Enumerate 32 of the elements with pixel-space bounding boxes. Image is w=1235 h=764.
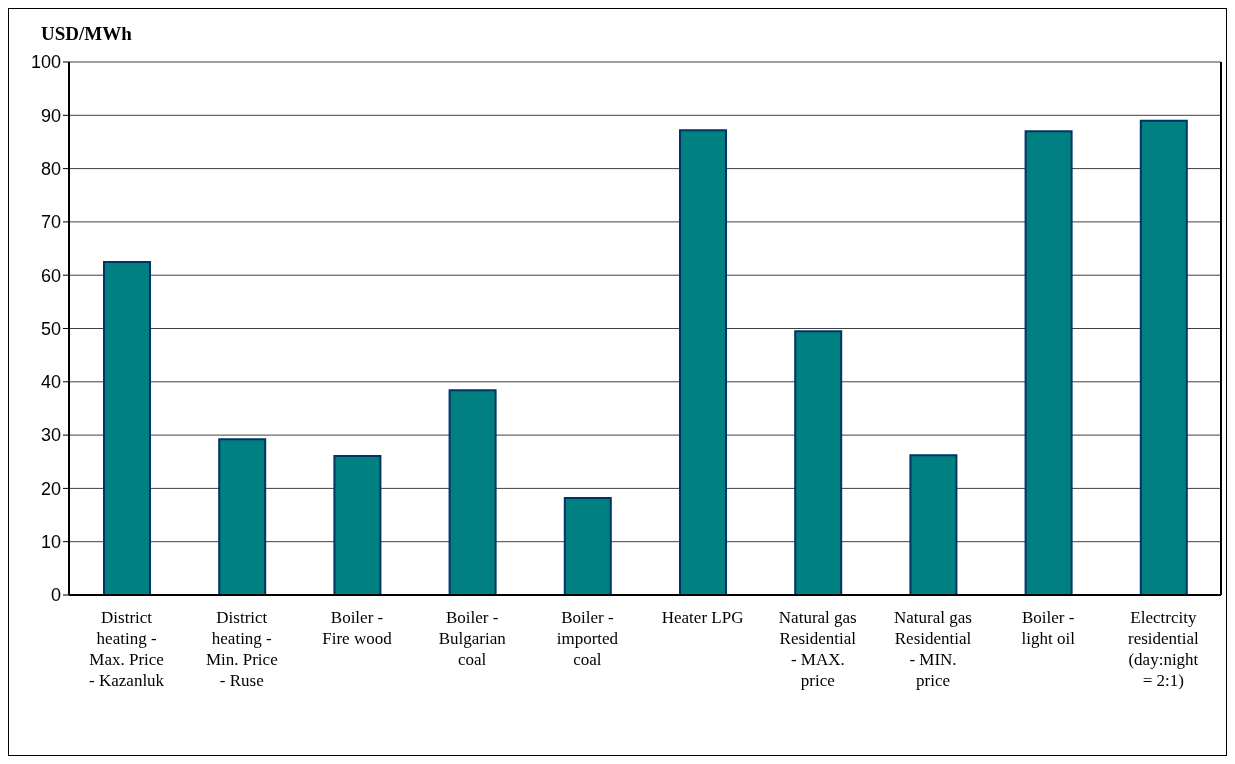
bar (1139, 119, 1188, 595)
y-tick-label: 40 (40, 372, 61, 393)
y-tick-label: 90 (40, 105, 61, 126)
x-tick-label: Electrcity residential (day:night = 2:1) (1127, 608, 1200, 690)
y-tick-label: 30 (40, 425, 61, 446)
x-tick-label: Natural gas Residential - MIN. price (894, 608, 972, 690)
y-tick-label: 70 (40, 212, 61, 233)
y-tick-label: 0 (50, 585, 61, 606)
x-tick-label: District heating - Min. Price - Ruse (205, 608, 278, 690)
x-tick-label: Boiler - Fire wood (322, 608, 393, 648)
bar (1024, 130, 1073, 595)
y-axis-title: USD/MWh (41, 23, 132, 45)
y-tick-label: 100 (30, 52, 61, 73)
bar (563, 496, 612, 595)
x-tick-label: District heating - Max. Price - Kazanluk (89, 608, 165, 690)
bar (909, 454, 958, 595)
x-tick-label: Boiler - light oil (1021, 608, 1076, 648)
bar (679, 129, 727, 595)
y-tick-label: 80 (40, 158, 61, 179)
x-tick-label: Natural gas Residential - MAX. price (778, 608, 857, 690)
bar (448, 389, 497, 595)
bar (794, 330, 843, 595)
y-tick-label: 60 (40, 265, 61, 286)
bar (218, 438, 267, 595)
bar (333, 454, 382, 595)
y-tick-label: 10 (40, 532, 61, 553)
x-tick-label: Boiler - imported coal (556, 608, 619, 669)
y-tick-label: 50 (40, 318, 61, 339)
x-tick-label: Heater LPG (661, 608, 744, 627)
y-tick-label: 20 (40, 478, 61, 499)
x-tick-label: Boiler - Bulgarian coal (438, 608, 507, 669)
bar (103, 260, 151, 595)
